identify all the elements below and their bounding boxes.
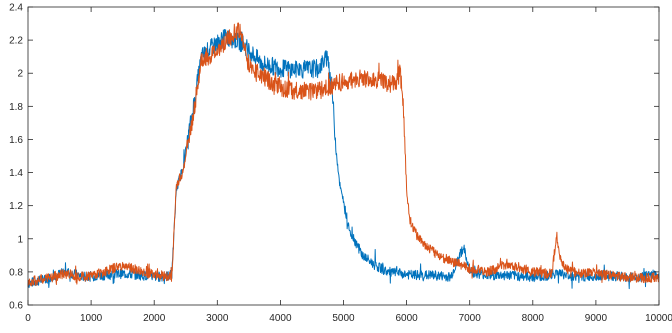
x-tick-label: 4000 — [269, 313, 292, 324]
y-tick-label: 0.8 — [9, 267, 23, 278]
y-tick-label: 2.2 — [9, 36, 23, 47]
x-tick-label: 6000 — [395, 313, 418, 324]
x-tick-label: 2000 — [143, 313, 166, 324]
x-tick-label: 0 — [25, 313, 31, 324]
y-tick-label: 1.6 — [9, 135, 23, 146]
y-tick-label: 1.4 — [9, 168, 23, 179]
y-tick-label: 1.8 — [9, 102, 23, 113]
x-tick-label: 1000 — [80, 313, 103, 324]
x-tick-label: 3000 — [206, 313, 229, 324]
y-tick-label: 1 — [17, 234, 23, 245]
x-tick-label: 5000 — [332, 313, 355, 324]
y-tick-label: 2 — [17, 69, 23, 80]
y-tick-label: 1.2 — [9, 201, 23, 212]
x-tick-label: 8000 — [522, 313, 545, 324]
series-layer — [27, 22, 660, 290]
plot-area — [28, 7, 659, 305]
x-tick-label: 7000 — [459, 313, 482, 324]
y-tick-label: 0.6 — [9, 301, 23, 312]
plot-background — [28, 7, 659, 305]
axes: 0 1000 2000 3000 4000 5000 6000 7000 8000 9000 100… — [9, 3, 672, 325]
series-line-2 — [27, 22, 659, 287]
x-tick-label: 9000 — [585, 313, 608, 324]
x-tick-label: 10000 — [645, 313, 672, 324]
y-tick-label: 2.4 — [9, 3, 23, 14]
